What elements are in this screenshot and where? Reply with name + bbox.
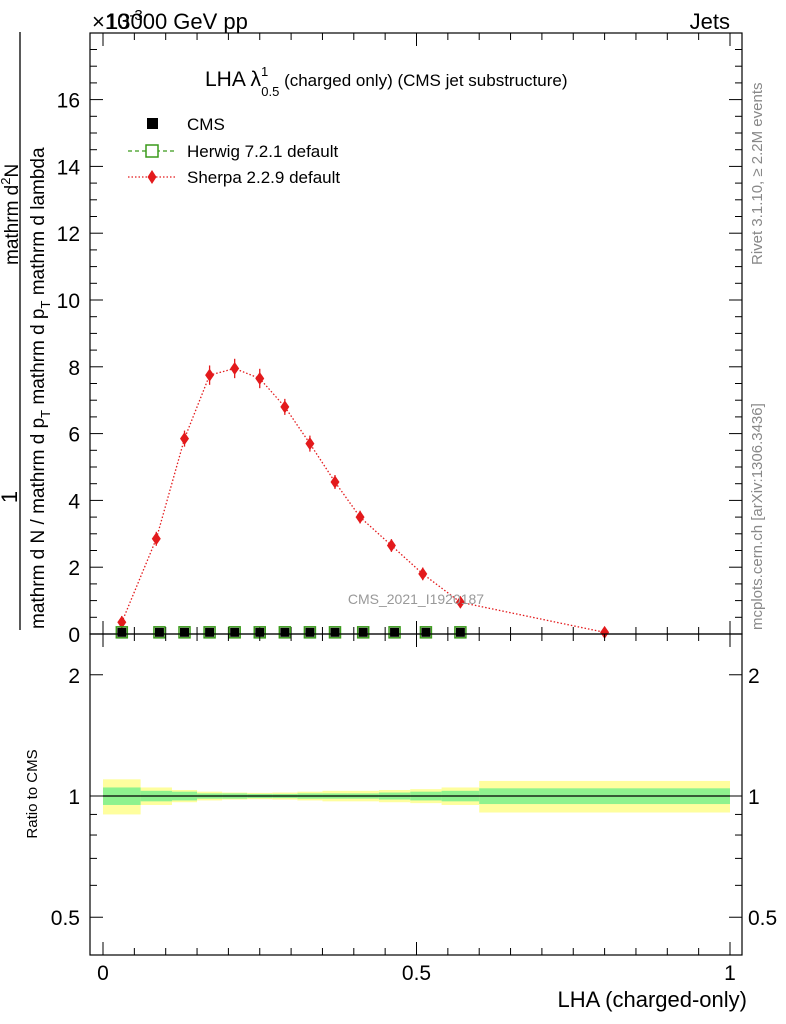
- sherpa-point: [280, 400, 290, 414]
- cms-point: [390, 627, 400, 637]
- energy-label: 13000 GeV pp: [106, 9, 248, 34]
- y-label-numerator: 1: [0, 491, 22, 503]
- legend-cms-label: CMS: [187, 115, 225, 134]
- sherpa-point: [205, 368, 215, 382]
- cms-point: [305, 627, 315, 637]
- herwig-point: [454, 626, 467, 639]
- cms-point: [330, 627, 340, 637]
- rivet-version-label: Rivet 3.1.10, ≥ 2.2M events: [749, 83, 766, 266]
- cms-point: [154, 627, 164, 637]
- ratio-y-tick-label-right: 2: [748, 665, 760, 688]
- herwig-point: [419, 626, 433, 639]
- y-tick-label: 6: [68, 424, 80, 447]
- x-axis-label: LHA (charged-only): [557, 987, 747, 1012]
- herwig-point: [356, 626, 370, 639]
- herwig-point: [115, 626, 129, 639]
- x-tick-label: 0: [97, 962, 109, 985]
- y-tick-label: 8: [68, 357, 80, 380]
- y-tick-label: 0: [68, 624, 80, 647]
- main-x-ticks: [102, 33, 731, 634]
- sherpa-point: [151, 532, 161, 546]
- sherpa-point: [386, 538, 396, 552]
- legend-cms-marker: [147, 118, 158, 129]
- sherpa-point: [230, 361, 240, 375]
- herwig-point: [278, 626, 292, 639]
- cms-point: [421, 627, 431, 637]
- herwig-point: [228, 626, 241, 639]
- x-tick-label: 0.5: [402, 962, 431, 985]
- sherpa-point: [180, 432, 190, 446]
- cms-point: [280, 627, 290, 637]
- analysis-watermark: CMS_2021_I1920187: [348, 591, 484, 607]
- herwig-point: [178, 626, 191, 639]
- cms-point: [117, 627, 127, 637]
- ratio-y-axis: 0.5 0.5 1 1 2 2: [51, 665, 777, 930]
- y-label-denominator: mathrm d N / mathrm d pT mathrm d pT mat…: [28, 147, 53, 629]
- ratio-y-tick-label-right: 1: [748, 786, 760, 809]
- herwig-point: [153, 626, 166, 639]
- herwig-point: [328, 626, 342, 639]
- sherpa-point: [600, 625, 610, 639]
- ratio-y-tick-label: 0.5: [51, 907, 80, 930]
- category-label: Jets: [690, 9, 730, 34]
- y-tick-label: 10: [57, 290, 80, 313]
- ratio-y-tick-label: 2: [68, 665, 80, 688]
- sherpa-series: [117, 358, 610, 639]
- sherpa-point: [330, 475, 340, 489]
- y-label-top: mathrm d2N: [0, 164, 23, 265]
- herwig-series: [115, 626, 467, 639]
- cms-point: [180, 627, 190, 637]
- main-y-axis-label: 1 mathrm d N / mathrm d pT mathrm d pT m…: [0, 32, 53, 630]
- herwig-point: [388, 626, 401, 639]
- legend-sherpa-marker: [147, 170, 157, 184]
- cms-series: [117, 627, 465, 637]
- sherpa-point: [255, 371, 265, 385]
- sherpa-point: [305, 437, 315, 451]
- legend-sherpa-label: Sherpa 2.2.9 default: [187, 168, 340, 187]
- cms-point: [358, 627, 368, 637]
- ratio-y-label: Ratio to CMS: [24, 749, 41, 838]
- sherpa-point: [455, 595, 465, 609]
- uncertainty-bands: [103, 779, 730, 815]
- y-tick-label: 2: [68, 557, 80, 580]
- y-tick-label: 16: [57, 90, 80, 113]
- y-tick-label: 12: [57, 223, 80, 246]
- sherpa-line: [121, 367, 605, 633]
- sherpa-point: [117, 615, 127, 629]
- sherpa-point: [355, 510, 365, 524]
- sherpa-point: [418, 567, 428, 581]
- main-y-axis: 0 2 4 6 8 10 12 14 16: [57, 49, 742, 647]
- legend: CMS Herwig 7.2.1 default Sherpa 2.2.9 de…: [128, 115, 340, 187]
- y-tick-label: 14: [57, 156, 81, 179]
- x-tick-label: 1: [724, 962, 736, 985]
- legend-herwig-marker: [145, 144, 159, 158]
- herwig-point: [303, 626, 317, 639]
- ratio-y-tick-label: 1: [68, 786, 80, 809]
- cms-point: [230, 627, 240, 637]
- exponent-label: ×10-3: [92, 7, 143, 34]
- y-tick-label: 4: [68, 490, 80, 513]
- herwig-point: [203, 626, 216, 639]
- cms-point: [255, 627, 265, 637]
- mcplots-credit-label: mcplots.cern.ch [arXiv:1306.3436]: [749, 403, 766, 630]
- ratio-x-axis: 0 0.5 1: [97, 634, 736, 985]
- ratio-y-tick-label-right: 0.5: [748, 907, 777, 930]
- plot-title: LHA λ1 0.5 (charged only) (CMS jet substr…: [205, 64, 568, 99]
- cms-point: [205, 627, 215, 637]
- legend-herwig-label: Herwig 7.2.1 default: [187, 142, 338, 161]
- cms-point: [455, 627, 465, 637]
